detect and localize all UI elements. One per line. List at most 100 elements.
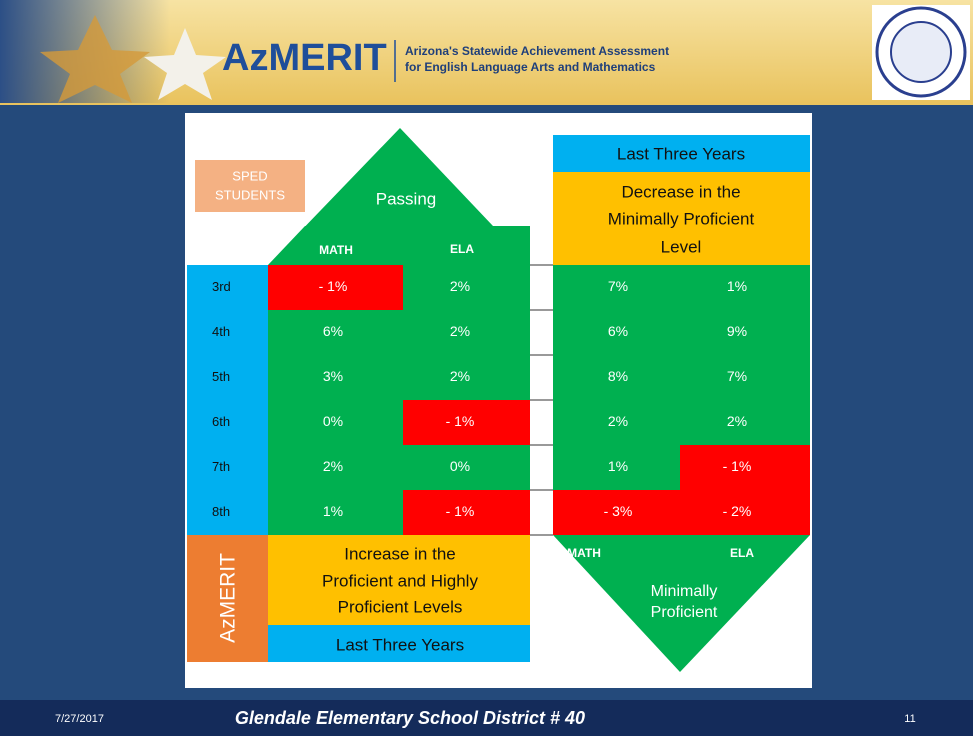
title-box xyxy=(268,535,530,625)
value-cell xyxy=(680,310,810,355)
value-label: 2% xyxy=(608,413,628,429)
grade-label: 5th xyxy=(212,369,230,384)
grade-cell xyxy=(187,445,268,490)
value-cell xyxy=(553,265,680,310)
period-box xyxy=(268,625,530,662)
value-cell xyxy=(268,400,403,445)
minimally-triangle xyxy=(553,535,810,672)
sped-box xyxy=(195,160,305,212)
grade-cell xyxy=(187,490,268,535)
grade-cell xyxy=(187,265,268,310)
district-logo xyxy=(875,6,967,98)
value-cell xyxy=(403,400,530,445)
value-cell xyxy=(680,490,810,535)
value-label: 7% xyxy=(727,368,747,384)
sped-label: SPED xyxy=(232,168,267,183)
value-cell xyxy=(680,355,810,400)
logo-text: AzMERIT xyxy=(222,37,387,79)
value-label: 2% xyxy=(323,458,343,474)
grade-cell xyxy=(187,355,268,400)
value-cell xyxy=(553,445,680,490)
grade-label: 4th xyxy=(212,324,230,339)
value-cell xyxy=(553,400,680,445)
value-cell xyxy=(268,310,403,355)
footer: 7/27/2017 Glendale Elementary School Dis… xyxy=(0,700,973,736)
value-label: 2% xyxy=(450,323,470,339)
value-label: - 1% xyxy=(446,503,475,519)
passing-triangle-base xyxy=(268,226,530,265)
value-label: 2% xyxy=(727,413,747,429)
value-label: 7% xyxy=(608,278,628,294)
value-cell xyxy=(553,355,680,400)
grade-cell xyxy=(187,400,268,445)
grade-label: 7th xyxy=(212,459,230,474)
value-cell xyxy=(403,310,530,355)
value-label: - 1% xyxy=(723,458,752,474)
header: AzMERIT Arizona's Statewide Achievement … xyxy=(0,0,973,105)
title-line: Level xyxy=(661,237,702,256)
value-label: 2% xyxy=(450,368,470,384)
column-header: ELA xyxy=(450,242,474,256)
grade-label: 8th xyxy=(212,504,230,519)
star xyxy=(40,15,150,103)
minimally-label: Proficient xyxy=(651,604,718,621)
value-label: - 1% xyxy=(319,278,348,294)
azmerit-vertical: AzMERIT xyxy=(217,553,240,643)
passing-label: Passing xyxy=(376,189,436,208)
value-cell xyxy=(268,490,403,535)
value-label: 9% xyxy=(727,323,747,339)
value-cell xyxy=(553,490,680,535)
value-cell xyxy=(403,265,530,310)
footer-title: Glendale Elementary School District # 40 xyxy=(235,708,585,728)
value-label: 1% xyxy=(608,458,628,474)
title-line: Decrease in the xyxy=(621,182,740,201)
value-label: - 3% xyxy=(604,503,633,519)
value-cell xyxy=(680,400,810,445)
value-cell xyxy=(680,265,810,310)
period-label: Last Three Years xyxy=(336,635,464,654)
value-label: - 2% xyxy=(723,503,752,519)
footer-date: 7/27/2017 xyxy=(55,713,104,725)
grade-cell xyxy=(187,310,268,355)
title-line: Proficient Levels xyxy=(338,597,463,616)
grade-label: 3rd xyxy=(212,279,231,294)
triangle-cut xyxy=(268,226,305,265)
value-cell xyxy=(403,355,530,400)
header-rule xyxy=(0,103,973,105)
title-box xyxy=(553,172,810,265)
content: SPED STUDENTS Passing MATH ELA Last Thre… xyxy=(187,128,810,672)
value-label: 2% xyxy=(450,278,470,294)
value-label: 8% xyxy=(608,368,628,384)
value-label: 6% xyxy=(608,323,628,339)
value-label: 1% xyxy=(323,503,343,519)
value-cell xyxy=(553,310,680,355)
minimally-label: Minimally xyxy=(651,583,718,600)
column-header: MATH xyxy=(319,243,353,257)
value-cell xyxy=(403,490,530,535)
column-header: MATH xyxy=(567,546,601,560)
value-cell xyxy=(268,355,403,400)
grade-label: 6th xyxy=(212,414,230,429)
value-cell xyxy=(268,445,403,490)
title-line: Minimally Proficient xyxy=(608,209,755,228)
period-label: Last Three Years xyxy=(617,144,745,163)
column-header: ELA xyxy=(730,546,754,560)
azmerit-box xyxy=(187,535,268,662)
value-label: - 1% xyxy=(446,413,475,429)
title-line: Increase in the xyxy=(344,544,456,563)
value-label: 0% xyxy=(323,413,343,429)
value-label: 3% xyxy=(323,368,343,384)
district-logo xyxy=(890,21,952,83)
value-cell xyxy=(403,445,530,490)
value-label: 1% xyxy=(727,278,747,294)
tagline: for English Language Arts and Mathematic… xyxy=(405,60,656,74)
value-label: 6% xyxy=(323,323,343,339)
footer-page: 11 xyxy=(904,713,915,725)
period-box xyxy=(553,135,810,172)
value-cell xyxy=(268,265,403,310)
tagline: Arizona's Statewide Achievement Assessme… xyxy=(405,44,669,58)
sped-label: STUDENTS xyxy=(215,187,285,202)
star xyxy=(144,28,226,100)
value-label: 0% xyxy=(450,458,470,474)
